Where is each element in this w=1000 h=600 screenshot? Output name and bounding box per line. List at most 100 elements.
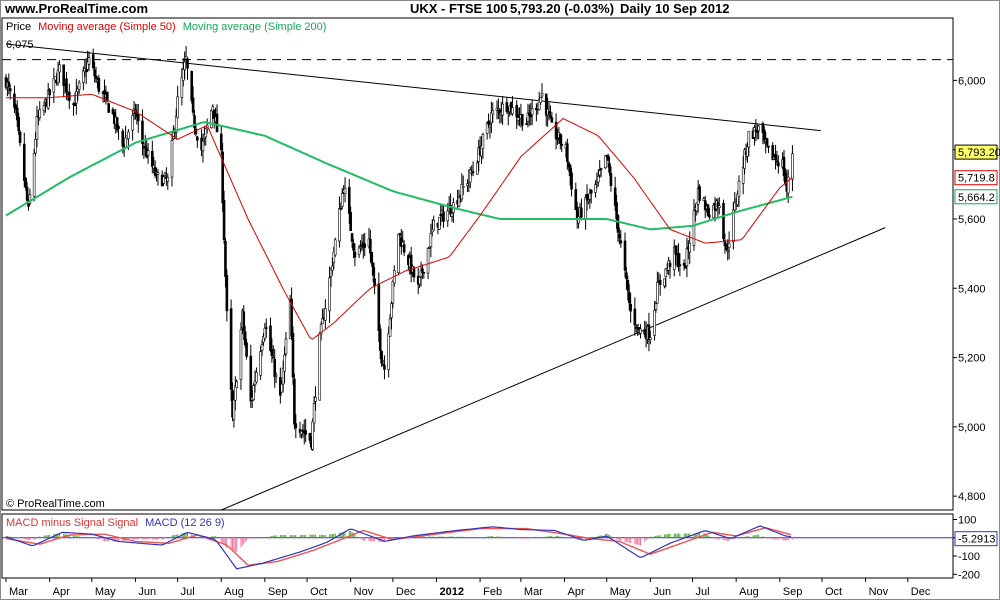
candle-body: [91, 54, 95, 68]
price-panel: [1, 17, 954, 511]
instrument-quote: 5,793.20 (-0.03%): [510, 1, 614, 16]
candle-body: [249, 355, 253, 402]
candle-body: [741, 167, 745, 184]
candle-body: [304, 430, 307, 435]
candle-body: [193, 115, 196, 129]
candle-body: [234, 385, 237, 401]
candle-body: [727, 242, 731, 248]
candle-body: [723, 240, 727, 246]
chart-date: 10 Sep 2012: [655, 1, 729, 16]
candle-body: [488, 124, 492, 128]
candle-body: [18, 131, 22, 143]
x-tick-label: Feb: [483, 586, 502, 598]
date-x-axis: Mar Apr May Jun Jul Aug Sep Oct Nov Dec 2012 Feb Mar…: [5, 578, 931, 598]
candle-body: [481, 134, 485, 150]
candle-body: [162, 176, 165, 184]
candle-body: [176, 96, 179, 119]
candle-body: [260, 344, 264, 351]
x-tick-label: Dec: [396, 586, 416, 598]
candle-body: [387, 333, 390, 371]
candle-body: [274, 374, 278, 377]
candle-body: [412, 267, 416, 278]
candle-body: [747, 131, 751, 148]
candle-body: [93, 69, 96, 77]
candle-body: [549, 115, 552, 118]
last-value-badges: 5,793.20 5,719.8 5,664.2 -5.2913: [954, 144, 1000, 547]
candle-body: [8, 88, 12, 92]
candle-body: [352, 243, 355, 251]
candle-body: [340, 193, 344, 207]
candle-body: [131, 115, 134, 131]
candle-body: [540, 93, 544, 97]
chart-period: Daily: [620, 1, 652, 16]
candle-body: [449, 204, 452, 215]
candle-body: [121, 130, 125, 147]
candle-body: [17, 116, 20, 132]
candle-body: [359, 247, 362, 249]
candle-body: [97, 78, 101, 92]
candle-body: [312, 403, 316, 424]
candle-body: [398, 232, 402, 236]
candle-body: [190, 71, 194, 101]
candle-body: [48, 89, 51, 96]
candle-body: [73, 103, 77, 106]
ma50-line: [6, 93, 793, 340]
candle-body: [574, 189, 578, 211]
candle-body: [786, 176, 790, 194]
candle-body: [204, 128, 208, 138]
candle-body: [332, 251, 336, 263]
candle-body: [450, 213, 454, 217]
legend-macd: MACD (12 26 9): [145, 517, 224, 529]
candle-body: [428, 246, 431, 249]
candle-body: [390, 303, 393, 319]
candle-body: [143, 146, 147, 148]
candle-body: [556, 138, 559, 140]
candle-body: [353, 251, 357, 258]
candle-body: [708, 214, 711, 218]
candle-body: [180, 77, 184, 98]
candle-body: [421, 268, 424, 273]
candle-body: [115, 117, 119, 131]
candle-body: [52, 78, 56, 93]
candle-body: [186, 58, 189, 69]
candle-body: [58, 64, 61, 73]
candle-body: [103, 90, 106, 95]
candle-body: [726, 249, 730, 252]
candle-body: [656, 282, 659, 304]
candle-body: [269, 325, 272, 352]
candle-body: [42, 105, 46, 112]
candle-body: [765, 138, 769, 146]
price-y-tick-label: 5,400: [958, 283, 986, 295]
candle-body: [606, 155, 610, 161]
candle-body: [682, 262, 686, 266]
candle-body: [224, 240, 227, 277]
candle-body: [136, 113, 140, 122]
candle-body: [461, 186, 465, 188]
candle-body: [377, 283, 381, 332]
candle-body: [584, 197, 587, 220]
candle-body: [264, 327, 268, 329]
candle-body: [604, 155, 607, 169]
candle-body: [222, 200, 226, 241]
candle-body: [284, 338, 288, 355]
candle-body: [62, 64, 65, 86]
candle-body: [438, 217, 441, 230]
candle-body: [28, 194, 32, 204]
candle-body: [615, 202, 618, 219]
candle-body: [505, 102, 509, 112]
candle-body: [370, 252, 374, 264]
candle-body: [521, 114, 524, 126]
candle-body: [290, 298, 293, 337]
candle-body: [24, 177, 27, 188]
candle-body: [151, 150, 154, 167]
candle-body: [692, 210, 696, 246]
svg-text:MACD minus Signal Signal M: MACD minus Signal Signal MACD (12 26 9): [6, 517, 225, 529]
candle-body: [791, 153, 794, 180]
candle-body: [291, 333, 295, 378]
candle-body: [589, 189, 593, 194]
candle-body: [383, 364, 386, 370]
candle-body: [273, 359, 277, 378]
candle-body: [380, 350, 383, 364]
candle-body: [280, 383, 284, 393]
candle-body: [378, 328, 382, 351]
